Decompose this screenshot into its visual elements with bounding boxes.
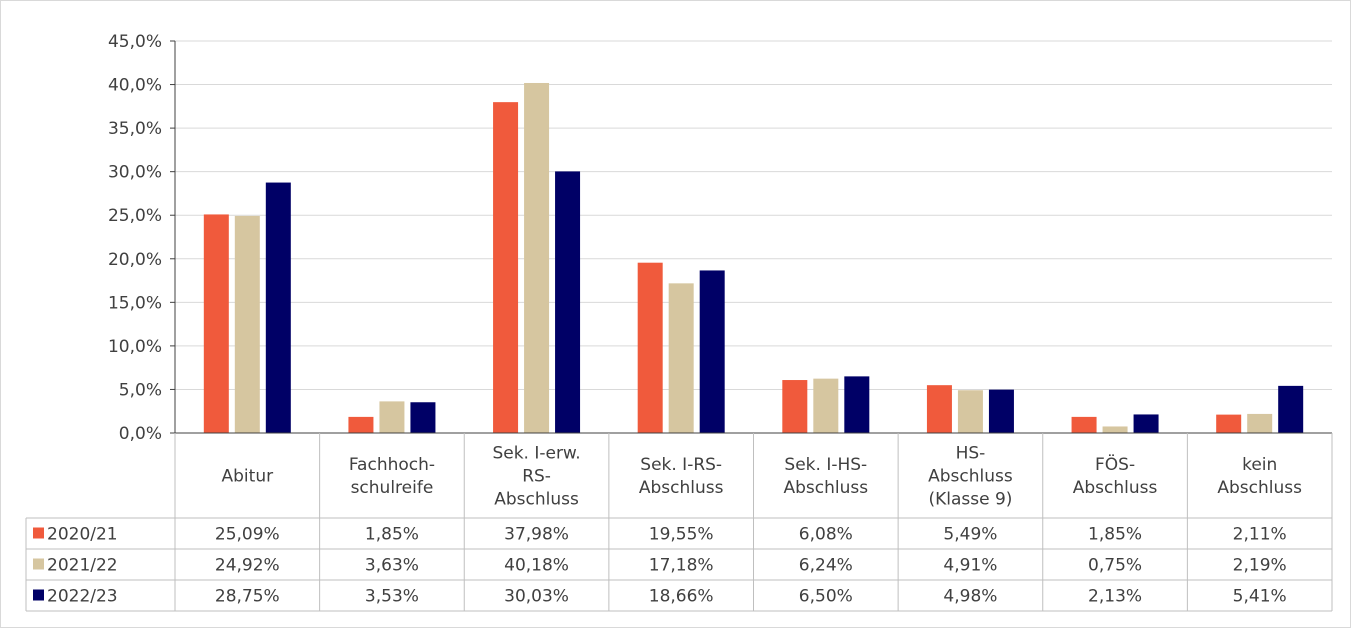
bar-2020-21: [1071, 416, 1097, 433]
bar-2021-22: [234, 215, 260, 433]
category-label: Abschluss: [494, 490, 579, 510]
y-tick-label: 30,0%: [108, 163, 162, 183]
category-label: HS-: [956, 444, 986, 464]
bar-2020-21: [203, 214, 229, 433]
data-label: 5,49%: [943, 525, 997, 545]
bar-2021-22: [379, 401, 405, 433]
bar-2022-23: [988, 389, 1014, 433]
bar-2022-23: [844, 376, 870, 433]
y-tick-label: 15,0%: [108, 293, 162, 313]
data-label: 17,18%: [649, 556, 714, 576]
bar-2022-23: [410, 402, 436, 433]
bar-2020-21: [348, 416, 374, 433]
data-label: 37,98%: [504, 525, 569, 545]
data-label: 30,03%: [504, 587, 569, 607]
data-label: 6,08%: [799, 525, 853, 545]
data-label: 40,18%: [504, 556, 569, 576]
category-label: Abschluss: [1073, 478, 1158, 498]
bar-2022-23: [1133, 414, 1159, 433]
category-label: RS-: [522, 467, 551, 487]
data-label: 0,75%: [1088, 556, 1142, 576]
data-label: 1,85%: [1088, 525, 1142, 545]
bar-2020-21: [637, 262, 663, 433]
category-label: Sek. I-erw.: [492, 444, 580, 464]
category-label: Fachhoch-: [349, 455, 435, 475]
category-label: Abschluss: [784, 478, 869, 498]
category-label: Abschluss: [1217, 478, 1302, 498]
bar-2022-23: [555, 171, 581, 433]
bar-2022-23: [1278, 385, 1304, 433]
bar-2020-21: [926, 385, 952, 433]
bar-2021-22: [668, 283, 694, 433]
y-tick-label: 0,0%: [119, 424, 162, 444]
data-label: 2,19%: [1233, 556, 1287, 576]
data-label: 6,50%: [799, 587, 853, 607]
data-label: 2,11%: [1233, 525, 1287, 545]
legend-label: 2020/21: [47, 525, 118, 545]
bar-2022-23: [699, 270, 725, 433]
y-tick-label: 20,0%: [108, 250, 162, 270]
category-label: Abitur: [222, 467, 274, 487]
data-label: 4,98%: [943, 587, 997, 607]
y-tick-label: 5,0%: [119, 380, 162, 400]
category-label: (Klasse 9): [928, 490, 1012, 510]
data-label: 2,13%: [1088, 587, 1142, 607]
bar-2020-21: [782, 380, 808, 433]
y-tick-label: 45,0%: [108, 32, 162, 52]
bar-2021-22: [524, 82, 550, 434]
y-tick-label: 35,0%: [108, 119, 162, 139]
bar-2020-21: [493, 102, 519, 433]
y-tick-label: 10,0%: [108, 337, 162, 357]
data-label: 3,53%: [365, 587, 419, 607]
bar-2021-22: [1247, 413, 1273, 433]
legend-key: [33, 527, 44, 539]
data-label: 5,41%: [1233, 587, 1287, 607]
legend-label: 2021/22: [47, 556, 118, 576]
category-label: FÖS-: [1095, 453, 1135, 475]
category-label: Sek. I-HS-: [784, 455, 867, 475]
legend-key: [33, 589, 44, 601]
y-tick-label: 25,0%: [108, 206, 162, 226]
data-label: 24,92%: [215, 556, 280, 576]
category-label: Abschluss: [639, 478, 724, 498]
data-label: 25,09%: [215, 525, 280, 545]
bar-2021-22: [1102, 426, 1128, 433]
data-label: 6,24%: [799, 556, 853, 576]
data-label: 18,66%: [649, 587, 714, 607]
bar-2020-21: [1216, 414, 1242, 433]
data-label: 19,55%: [649, 525, 714, 545]
legend-key: [33, 558, 44, 570]
y-tick-label: 40,0%: [108, 76, 162, 96]
legend-label: 2022/23: [47, 587, 118, 607]
data-label: 1,85%: [365, 525, 419, 545]
data-label: 28,75%: [215, 587, 280, 607]
category-label: Sek. I-RS-: [640, 455, 722, 475]
bar-2022-23: [265, 182, 291, 433]
category-label: kein: [1242, 455, 1277, 475]
data-label: 4,91%: [943, 556, 997, 576]
data-label: 3,63%: [365, 556, 419, 576]
bar-2021-22: [813, 378, 839, 433]
category-label: Abschluss: [928, 467, 1013, 487]
category-label: schulreife: [351, 478, 434, 498]
bar-2021-22: [957, 390, 983, 433]
